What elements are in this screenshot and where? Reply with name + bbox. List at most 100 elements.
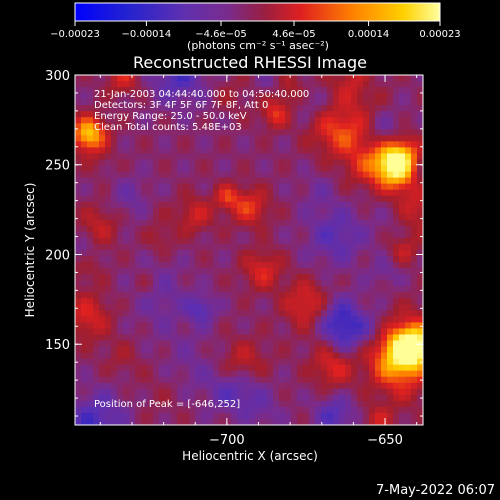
heatmap-cell	[345, 117, 352, 124]
heatmap-cell	[417, 388, 423, 396]
heatmap-cell	[87, 286, 94, 293]
heatmap-cell	[363, 207, 370, 215]
heatmap-cell	[291, 310, 298, 317]
heatmap-cell	[87, 153, 94, 161]
heatmap-cell	[165, 129, 172, 136]
heatmap-cell	[405, 231, 412, 239]
heatmap-cell	[117, 346, 124, 354]
heatmap-cell	[261, 237, 268, 245]
heatmap-cell	[405, 274, 412, 281]
heatmap-cell	[375, 376, 382, 384]
heatmap-cell	[339, 129, 346, 136]
heatmap-cell	[375, 195, 382, 203]
heatmap-cell	[231, 298, 238, 305]
heatmap-cell	[75, 352, 82, 360]
heatmap-cell	[279, 207, 286, 215]
heatmap-cell	[141, 256, 148, 263]
heatmap-cell	[189, 352, 196, 360]
heatmap-cell	[399, 219, 406, 227]
heatmap-cell	[309, 382, 316, 390]
heatmap-cell	[159, 250, 166, 257]
heatmap-cell	[309, 334, 316, 342]
heatmap-cell	[417, 81, 423, 88]
heatmap-cell	[387, 87, 394, 94]
heatmap-cell	[207, 129, 214, 136]
heatmap-cell	[171, 292, 178, 299]
heatmap-cell	[351, 231, 358, 239]
heatmap-cell	[375, 207, 382, 215]
heatmap-cell	[339, 268, 346, 275]
heatmap-cell	[93, 406, 100, 414]
heatmap-cell	[231, 135, 238, 142]
heatmap-cell	[81, 75, 88, 82]
heatmap-cell	[273, 268, 280, 275]
heatmap-cell	[267, 183, 274, 191]
heatmap-cell	[249, 183, 256, 191]
heatmap-cell	[375, 231, 382, 239]
heatmap-cell	[165, 256, 172, 263]
heatmap-cell	[333, 334, 340, 342]
heatmap-cell	[381, 334, 388, 342]
heatmap-cell	[333, 183, 340, 191]
heatmap-cell	[195, 153, 202, 161]
heatmap-cell	[195, 201, 202, 209]
heatmap-cell	[321, 123, 328, 130]
heatmap-cell	[261, 340, 268, 348]
heatmap-cell	[255, 298, 262, 305]
heatmap-cell	[231, 316, 238, 324]
heatmap-cell	[105, 93, 112, 100]
heatmap-cell	[81, 292, 88, 299]
heatmap-cell	[93, 364, 100, 372]
heatmap-cell	[315, 189, 322, 197]
heatmap-cell	[363, 219, 370, 227]
heatmap-cell	[387, 171, 394, 179]
heatmap-cell	[369, 274, 376, 281]
heatmap-cell	[141, 406, 148, 414]
heatmap-cell	[291, 364, 298, 372]
heatmap-cell	[141, 123, 148, 130]
heatmap-cell	[339, 123, 346, 130]
heatmap-cell	[291, 394, 298, 402]
heatmap-cell	[387, 141, 394, 149]
heatmap-cell	[141, 105, 148, 112]
heatmap-cell	[285, 189, 292, 197]
heatmap-cell	[327, 135, 334, 142]
heatmap-cell	[111, 400, 118, 408]
heatmap-cell	[183, 400, 190, 408]
heatmap-cell	[189, 219, 196, 227]
heatmap-cell	[213, 274, 220, 281]
heatmap-cell	[399, 231, 406, 239]
heatmap-cell	[117, 159, 124, 167]
heatmap-cell	[411, 292, 418, 299]
heatmap-cell	[75, 400, 82, 408]
heatmap-cell	[375, 147, 382, 155]
heatmap-cell	[159, 189, 166, 197]
heatmap-cell	[81, 129, 88, 136]
heatmap-cell	[147, 370, 154, 378]
heatmap-cell	[141, 213, 148, 221]
heatmap-cell	[339, 364, 346, 372]
heatmap-cell	[381, 129, 388, 136]
heatmap-cell	[219, 153, 226, 161]
heatmap-cell	[87, 177, 94, 185]
heatmap-cell	[411, 183, 418, 191]
heatmap-cell	[315, 123, 322, 130]
heatmap-cell	[99, 316, 106, 324]
heatmap-cell	[123, 171, 130, 179]
heatmap-cell	[99, 135, 106, 142]
heatmap-cell	[195, 159, 202, 167]
heatmap-cell	[111, 93, 118, 100]
heatmap-cell	[333, 388, 340, 396]
heatmap-cell	[123, 400, 130, 408]
heatmap-cell	[255, 135, 262, 142]
heatmap-cell	[81, 81, 88, 88]
heatmap-cell	[375, 292, 382, 299]
heatmap-cell	[129, 262, 136, 269]
heatmap-cell	[111, 346, 118, 354]
heatmap-cell	[189, 135, 196, 142]
heatmap-cell	[243, 231, 250, 239]
heatmap-cell	[327, 147, 334, 155]
heatmap-cell	[153, 328, 160, 336]
heatmap-cell	[237, 340, 244, 348]
heatmap-cell	[177, 352, 184, 360]
